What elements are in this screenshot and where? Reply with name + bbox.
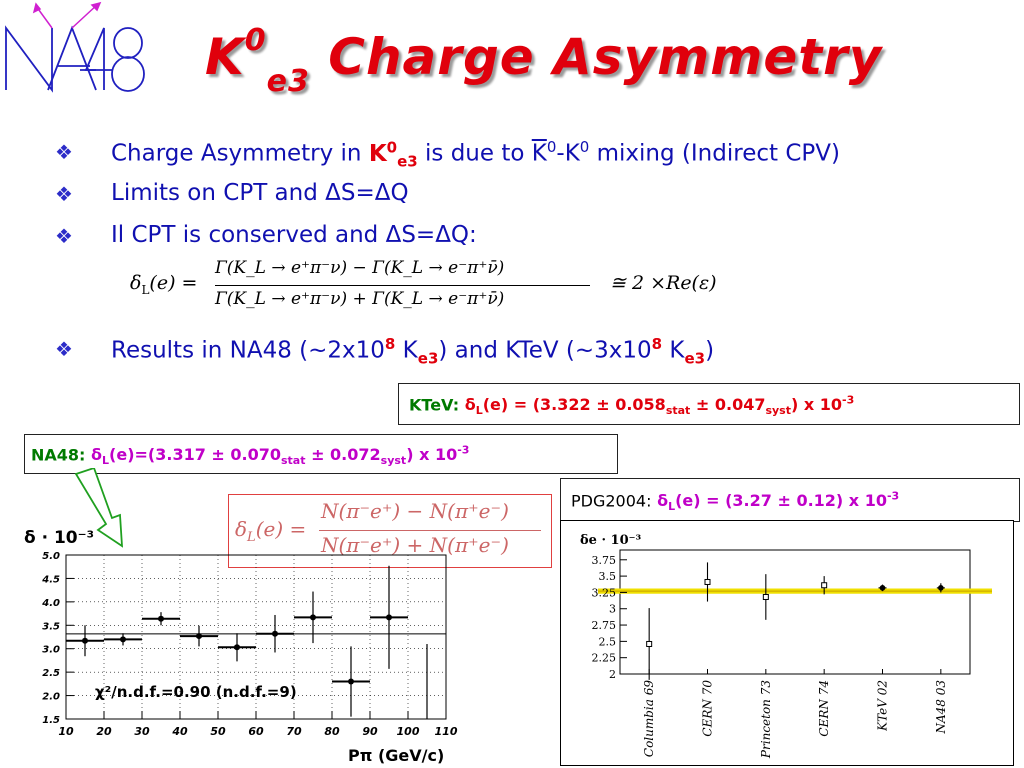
- chart1-xtick-label: 100: [397, 725, 420, 738]
- chart1-marker: [386, 614, 392, 621]
- chart2-ytick-label: 3.25: [592, 586, 617, 599]
- chart1-xlabel: Pπ (GeV/c): [348, 746, 444, 765]
- chart2-category-label: KTeV 02: [876, 680, 890, 732]
- chart1-point: [142, 612, 180, 626]
- chart1-annotation: χ²/n.d.f.=0.90 (n.d.f.=9): [95, 683, 297, 701]
- chart2-ytick-label: 2: [609, 668, 616, 681]
- chart1-point: [180, 625, 218, 647]
- chart2-category-label: CERN 74: [817, 680, 831, 737]
- chart1-ytick-label: 2.0: [42, 692, 60, 703]
- chart1-ytick-label: 3.5: [42, 621, 60, 632]
- chart2-category-label: Columbia 69: [642, 680, 656, 757]
- diamond-bullet-icon: ❖: [55, 224, 73, 248]
- chart1-marker: [158, 615, 164, 622]
- chart1-xtick-label: 110: [435, 725, 458, 738]
- na48-logo: [5, 1, 145, 93]
- chart2-marker: [762, 593, 769, 600]
- counting-formula-box: δL(e) = N(π⁻e⁺) − N(π⁺e⁻) N(π⁻e⁺) + N(π⁺…: [228, 494, 552, 568]
- chart1-ytick-label: 3.0: [42, 645, 60, 656]
- chart2-category-label: CERN 70: [701, 680, 715, 737]
- chart1-xtick-label: 30: [134, 725, 150, 738]
- chart1-ytick-label: 4.5: [41, 574, 60, 585]
- chart2-ytick-label: 3.75: [592, 554, 617, 567]
- chart2-point: [704, 562, 711, 674]
- diamond-bullet-icon: ❖: [55, 140, 73, 164]
- pdg-result-box: PDG2004: δL(e) = (3.27 ± 0.12) x 10-3: [560, 478, 1020, 522]
- chart1-xtick-label: 20: [96, 725, 112, 738]
- chart1-ylabel: δ · 10⁻³: [24, 528, 94, 548]
- chart1-marker: [196, 633, 202, 640]
- chart1-xtick-label: 70: [286, 725, 302, 738]
- chart1-marker: [348, 678, 354, 685]
- chart2-point: [821, 576, 828, 674]
- chart2-point: [646, 608, 653, 680]
- chart2-marker: [821, 582, 828, 589]
- chart1-marker: [272, 630, 278, 637]
- green-arrow-icon: [74, 468, 124, 548]
- chart2-marker: [704, 578, 711, 585]
- chart1-point: [294, 591, 332, 644]
- diamond-bullet-icon: ❖: [55, 182, 73, 206]
- chart2-marker: [938, 585, 944, 591]
- chart2-marker: [646, 640, 653, 647]
- chart1-ytick-label: 2.5: [42, 668, 60, 679]
- slide-title: K0e3 Charge Asymmetry: [205, 23, 883, 99]
- chart2-ytick-label: 2.25: [592, 652, 617, 665]
- ktev-result-box: KTeV: δL(e) = (3.322 ± 0.058stat ± 0.047…: [398, 383, 1020, 425]
- chart1-ytick-label: 1.5: [42, 715, 60, 726]
- chart1-point: [332, 646, 370, 717]
- chart1-marker: [234, 644, 240, 651]
- chart1-ytick-label: 5.0: [42, 551, 60, 562]
- chart1-xtick-label: 40: [171, 725, 188, 738]
- chart2-ytick-label: 2.5: [599, 635, 617, 648]
- chart1-xtick-label: 60: [248, 725, 264, 738]
- chart2-point: [762, 574, 769, 674]
- k0e3-label: K0e3: [368, 138, 418, 171]
- chart2-ylabel: δe · 10⁻³: [580, 533, 641, 548]
- chart1-ytick-label: 4.0: [41, 598, 60, 609]
- diamond-bullet-icon: ❖: [55, 337, 73, 361]
- chart2-ytick-label: 3: [609, 603, 616, 616]
- chart2-point: [936, 583, 945, 674]
- chart2-point: [878, 584, 887, 674]
- chart1-point: [218, 633, 256, 662]
- chart2-category-label: Princeton 73: [759, 680, 773, 759]
- chart2-frame: [619, 549, 971, 675]
- na48-asymmetry-plot: δ · 10⁻³ 10 20 30 40 50 60 70 80 90 100 110 1.5 2.0 2…: [24, 528, 458, 765]
- chart1-point: [66, 625, 104, 657]
- na48-result-box: NA48: δL(e)=(3.317 ± 0.070stat ± 0.072sy…: [24, 434, 618, 474]
- chart1-point: [370, 565, 408, 669]
- chart1-marker: [120, 636, 126, 643]
- chart1-xtick-label: 50: [210, 725, 226, 738]
- chart2-ytick-label: 3.5: [599, 570, 617, 583]
- chart1-xtick-label: 90: [362, 725, 378, 738]
- chart1-point: [104, 633, 142, 646]
- chart2-category-label: NA48 03: [934, 680, 948, 735]
- chart1-marker: [82, 637, 88, 644]
- chart2-marker: [879, 585, 886, 591]
- pdg-compilation-plot: δe · 10⁻³ 2 2.25 2.5 2.75 3 3.25 3.5 3.75 Colum…: [580, 533, 992, 759]
- chart1-xtick-label: 80: [324, 725, 340, 738]
- pdg-compilation-panel: [560, 520, 1014, 766]
- chart1-xtick-label: 10: [58, 725, 74, 738]
- chart2-ytick-label: 2.75: [592, 619, 617, 632]
- chart1-marker: [310, 614, 316, 621]
- chart1-point: [256, 614, 294, 653]
